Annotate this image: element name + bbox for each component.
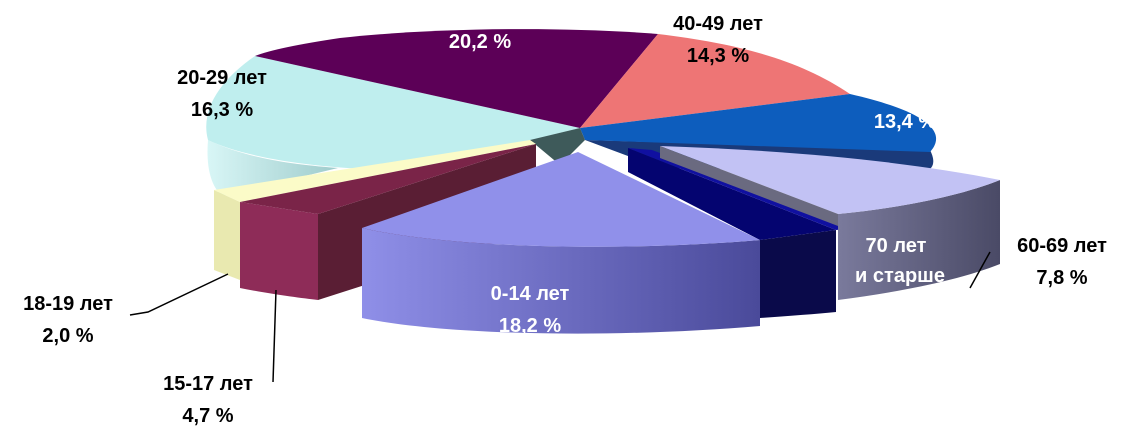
slice-18-19-side: [214, 190, 240, 280]
slice-70plus-side2: [628, 148, 836, 240]
leader-line-18-19: [129, 273, 229, 316]
label-30-39-value: 20,2 %: [449, 31, 511, 53]
slice-70plus-side: [760, 230, 836, 318]
label-40-49-name: 40-49 лет: [673, 13, 763, 35]
slice-40-49: [580, 34, 850, 128]
label-15-17-name: 15-17 лет: [163, 373, 253, 395]
label-50-59-value: 13,4 %: [874, 111, 936, 133]
slice-60-69-side: [838, 180, 1000, 300]
label-50-59-name: 50-59: [850, 77, 901, 99]
label-18-19-name: 18-19 лет: [23, 293, 113, 315]
label-0-14-name: 0-14 лет: [491, 283, 570, 305]
slice-20-29-side: [207, 140, 338, 196]
leader-line-60-69: [969, 251, 991, 289]
label-60-69-name: 60-69 лет: [1017, 235, 1107, 257]
slice-inner-wall: [530, 128, 585, 165]
label-20-29-value: 16,3 %: [191, 99, 253, 121]
label-0-14-value: 18,2 %: [499, 315, 561, 337]
label-20-29-name: 20-29 лет: [177, 67, 267, 89]
slice-15-17-side: [240, 202, 318, 300]
label-70plus-name1: 70 лет: [866, 235, 927, 257]
label-70plus-name2: и старше: [855, 265, 945, 287]
slice-20-29: [206, 56, 580, 170]
slice-0-14: [362, 152, 760, 247]
slice-60-69-inner: [660, 146, 838, 226]
slice-30-39: [255, 29, 658, 128]
label-60-69-value: 7,8 %: [1036, 267, 1087, 289]
label-15-17-value: 4,7 %: [182, 405, 233, 427]
label-70plus-value: 4,1 %: [870, 299, 921, 321]
slice-18-19: [214, 140, 536, 202]
label-40-49-value: 14,3 %: [687, 45, 749, 67]
leader-line-15-17: [272, 289, 277, 383]
slice-60-69: [660, 146, 1000, 214]
label-18-19-value: 2,0 %: [42, 325, 93, 347]
slice-15-17: [240, 144, 536, 214]
slice-0-14-side: [362, 228, 760, 334]
slice-50-59: [580, 94, 937, 152]
